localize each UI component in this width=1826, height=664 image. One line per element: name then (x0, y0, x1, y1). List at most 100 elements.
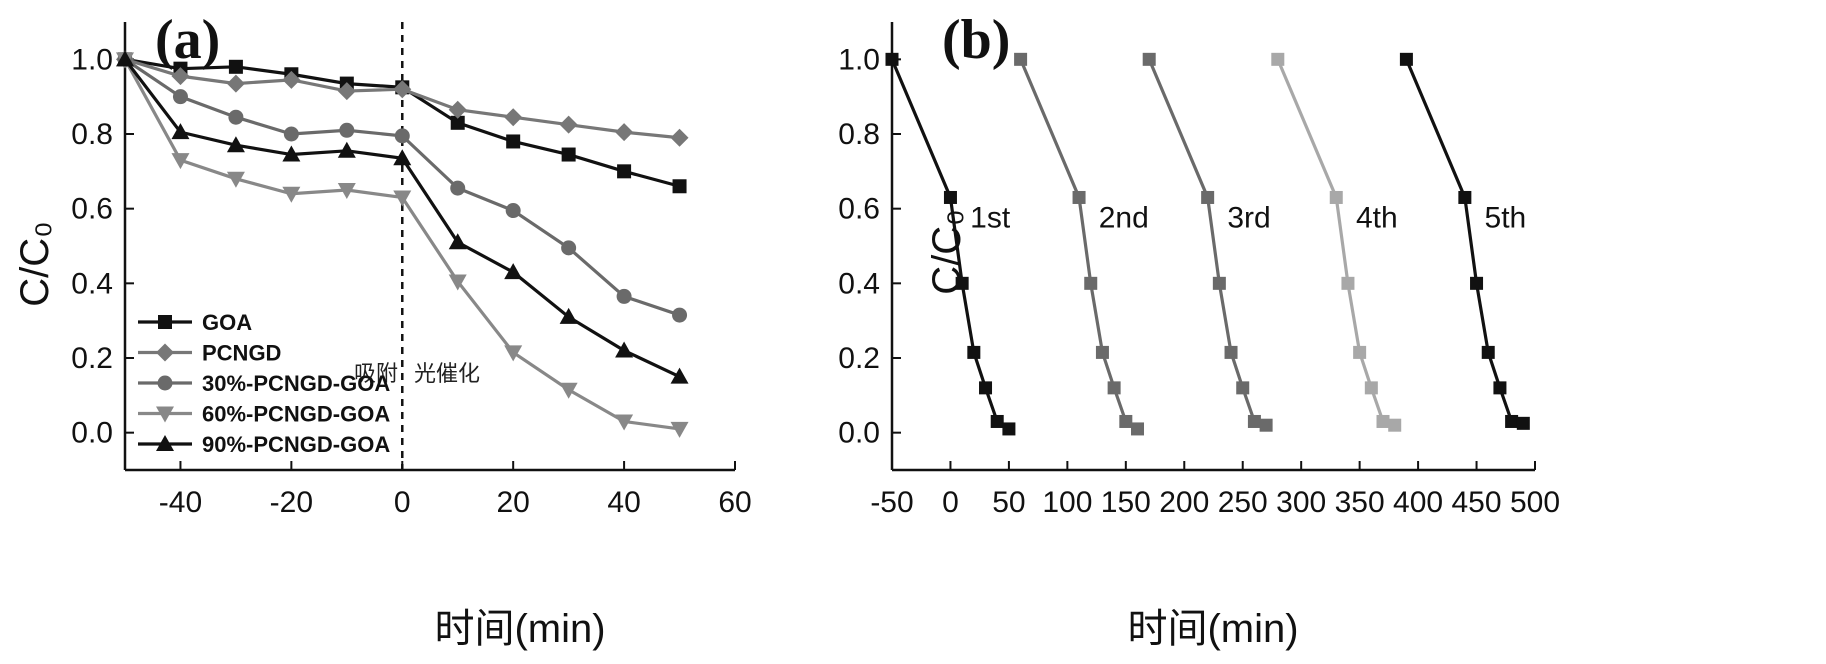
data-point-30%-PCNGD-GOA (561, 240, 576, 255)
data-point-60%-PCNGD-GOA (560, 383, 578, 399)
cycle-point-3rd (1213, 277, 1226, 290)
cycle-point-5th (1400, 53, 1413, 66)
cycle-line-3rd (1149, 59, 1266, 425)
cycle-point-5th (1493, 381, 1506, 394)
cycle-point-2nd (1108, 381, 1121, 394)
cycle-point-4th (1377, 415, 1390, 428)
panel-a: (a) 时间(min) C/C₀ 吸附 光催化 0.00.20.40.60.81… (13, 9, 752, 651)
panel-b-x-tick-label: 300 (1276, 486, 1326, 519)
legend-item-PCNGD: PCNGD (138, 341, 281, 366)
legend: GOAPCNGD30%-PCNGD-GOA60%-PCNGD-GOA90%-PC… (138, 310, 390, 457)
panel-a-y-tick-label: 1.0 (71, 43, 113, 76)
panel-b-x-tick-label: -50 (870, 486, 913, 519)
panel-a-x-tick-label: 60 (718, 486, 751, 519)
panel-b-x-tick-label: 200 (1159, 486, 1209, 519)
cycle-label-5th: 5th (1485, 201, 1527, 234)
data-point-90%-PCNGD-GOA (504, 263, 522, 279)
data-point-GOA (229, 60, 243, 74)
panel-b-x-tick-label: 500 (1510, 486, 1560, 519)
panel-b-label: (b) (942, 9, 1010, 71)
data-point-PCNGD (504, 108, 522, 126)
panel-a-x-tick-label: -40 (159, 486, 202, 519)
cycle-line-2nd (1021, 59, 1138, 429)
cycle-point-1st (991, 415, 1004, 428)
data-point-60%-PCNGD-GOA (393, 190, 411, 206)
data-point-60%-PCNGD-GOA (504, 345, 522, 361)
data-point-30%-PCNGD-GOA (173, 89, 188, 104)
data-point-30%-PCNGD-GOA (617, 289, 632, 304)
data-point-GOA (506, 134, 520, 148)
series-line-PCNGD (125, 59, 680, 137)
cycle-label-2nd: 2nd (1099, 201, 1149, 234)
panel-b-y-tick-label: 0.8 (838, 118, 880, 151)
cycle-point-2nd (1119, 415, 1132, 428)
panel-a-y-tick-label: 0.4 (71, 267, 113, 300)
panel-a-x-tick-label: -20 (270, 486, 313, 519)
cycle-point-1st (944, 191, 957, 204)
data-point-60%-PCNGD-GOA (671, 422, 689, 438)
cycle-point-2nd (1084, 277, 1097, 290)
data-point-30%-PCNGD-GOA (339, 123, 354, 138)
data-point-PCNGD (615, 123, 633, 141)
panel-b-x-tick-label: 50 (992, 486, 1025, 519)
panel-a-y-axis-title: C/C₀ (13, 221, 57, 307)
panel-a-y-tick-label: 0.0 (71, 417, 113, 450)
panel-b-y-tick-label: 0.2 (838, 342, 880, 375)
legend-item-GOA: GOA (138, 310, 252, 335)
cycle-point-3rd (1260, 419, 1273, 432)
cycle-point-3rd (1201, 191, 1214, 204)
data-point-30%-PCNGD-GOA (450, 181, 465, 196)
cycle-point-5th (1458, 191, 1471, 204)
figure: (a) 时间(min) C/C₀ 吸附 光催化 0.00.20.40.60.81… (0, 0, 1826, 664)
cycle-point-2nd (1014, 53, 1027, 66)
data-point-PCNGD (560, 116, 578, 134)
cycle-point-4th (1365, 381, 1378, 394)
data-point-GOA (673, 179, 687, 193)
cycle-line-4th (1278, 59, 1395, 425)
panel-a-x-tick-label: 40 (607, 486, 640, 519)
cycle-point-1st (967, 346, 980, 359)
legend-item-30%-PCNGD-GOA: 30%-PCNGD-GOA (138, 371, 390, 396)
cycle-point-1st (886, 53, 899, 66)
legend-item-60%-PCNGD-GOA: 60%-PCNGD-GOA (138, 402, 390, 427)
data-point-GOA (562, 148, 576, 162)
data-point-GOA (617, 164, 631, 178)
panel-b-y-tick-label: 0.6 (838, 193, 880, 226)
panel-b-x-tick-label: 150 (1101, 486, 1151, 519)
data-point-30%-PCNGD-GOA (506, 203, 521, 218)
cycle-point-3rd (1248, 415, 1261, 428)
cycle-point-2nd (1131, 422, 1144, 435)
cycle-point-4th (1341, 277, 1354, 290)
legend-label: 30%-PCNGD-GOA (202, 371, 390, 396)
legend-label: GOA (202, 310, 252, 335)
cycle-point-5th (1482, 346, 1495, 359)
panel-a-x-tick-label: 20 (496, 486, 529, 519)
legend-swatch-marker (156, 344, 174, 362)
data-point-30%-PCNGD-GOA (284, 127, 299, 142)
data-point-30%-PCNGD-GOA (672, 308, 687, 323)
cycle-5th: 5th (1400, 53, 1530, 430)
legend-swatch-marker (158, 315, 172, 329)
data-point-30%-PCNGD-GOA (395, 128, 410, 143)
panel-b-x-axis-title: 时间(min) (1127, 607, 1298, 651)
cycle-label-4th: 4th (1356, 201, 1398, 234)
cycle-point-1st (1002, 422, 1015, 435)
panel-b-x-tick-label: 0 (942, 486, 959, 519)
cycle-point-2nd (1096, 346, 1109, 359)
panel-b-x-tick-label: 350 (1335, 486, 1385, 519)
cycle-line-5th (1406, 59, 1523, 423)
cycle-point-5th (1505, 415, 1518, 428)
cycle-point-1st (956, 277, 969, 290)
cycle-point-4th (1353, 346, 1366, 359)
panel-a-x-tick-label: 0 (394, 486, 411, 519)
panel-a-y-tick-label: 0.2 (71, 342, 113, 375)
cycle-point-3rd (1236, 381, 1249, 394)
series-GOA (118, 52, 687, 193)
cycle-point-3rd (1143, 53, 1156, 66)
panel-b: (b) 时间(min) C/C₀ 0.00.20.40.60.81.0-5005… (838, 9, 1560, 651)
data-point-PCNGD (671, 129, 689, 147)
cycle-point-4th (1388, 419, 1401, 432)
panel-b-x-tick-label: 450 (1452, 486, 1502, 519)
cycle-3rd: 3rd (1143, 53, 1273, 432)
cycle-point-3rd (1225, 346, 1238, 359)
